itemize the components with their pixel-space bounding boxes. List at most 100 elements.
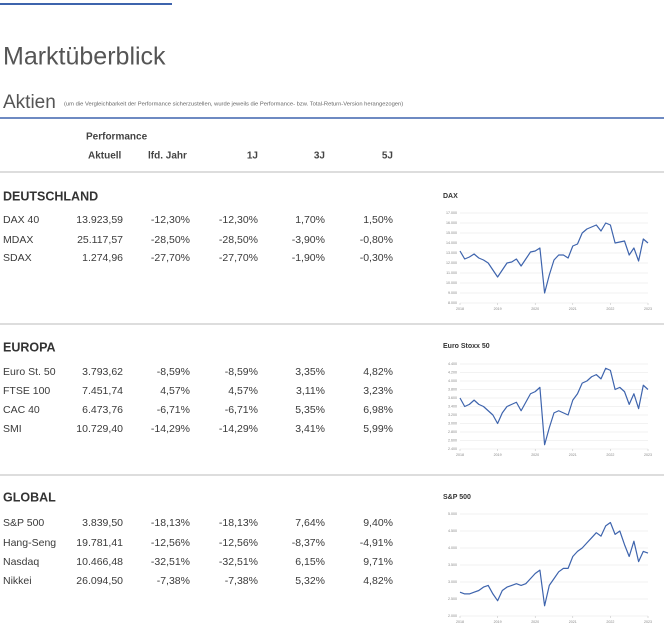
y-tick-label: 8.000 xyxy=(448,301,457,305)
cell: 1.274,96 xyxy=(82,252,123,264)
y-tick-label: 9.000 xyxy=(448,291,457,295)
cell: 19.781,41 xyxy=(76,537,123,549)
cell: -12,56% xyxy=(219,537,258,549)
y-tick-label: 2.600 xyxy=(448,438,457,442)
cell: -12,30% xyxy=(219,214,258,226)
cell: 3,23% xyxy=(363,385,393,397)
y-tick-label: 16.000 xyxy=(446,221,457,225)
cell: -27,70% xyxy=(151,252,190,264)
cell: -1,90% xyxy=(292,252,325,264)
cell: -7,38% xyxy=(225,575,258,587)
cell: -6,71% xyxy=(225,404,258,416)
cell: -18,13% xyxy=(151,517,190,529)
row-name: SMI xyxy=(3,423,22,435)
cell: -8,59% xyxy=(225,366,258,378)
section-title: Aktien xyxy=(3,92,56,113)
group-header: Performance xyxy=(86,132,148,143)
y-tick-label: 4.500 xyxy=(448,529,457,533)
row-name: S&P 500 xyxy=(3,517,44,529)
cell: 3,35% xyxy=(295,366,325,378)
column-header: Aktuell xyxy=(88,151,122,162)
x-tick-label: 2020 xyxy=(531,307,539,311)
cell: 3,41% xyxy=(295,423,325,435)
cell: 4,57% xyxy=(228,385,258,397)
row-name: Hang-Seng xyxy=(3,537,56,549)
y-tick-label: 5.000 xyxy=(448,512,457,516)
y-tick-label: 3.200 xyxy=(448,413,457,417)
column-header: 3J xyxy=(314,151,325,162)
cell: -8,37% xyxy=(292,537,325,549)
x-tick-label: 2019 xyxy=(494,620,502,624)
note: (um die Vergleichbarkeit der Performance… xyxy=(64,102,403,108)
y-tick-label: 4.000 xyxy=(448,546,457,550)
x-tick-label: 2022 xyxy=(606,620,614,624)
cell: -8,59% xyxy=(157,366,190,378)
x-tick-label: 2021 xyxy=(569,307,577,311)
y-tick-label: 2.000 xyxy=(448,614,457,618)
cell: 13.923,59 xyxy=(76,214,123,226)
cell: 6.473,76 xyxy=(82,404,123,416)
chart-title: S&P 500 xyxy=(443,494,471,501)
cell: -0,80% xyxy=(360,234,393,246)
y-tick-label: 2.800 xyxy=(448,430,457,434)
line xyxy=(459,521,649,607)
cell: -6,71% xyxy=(157,404,190,416)
y-tick-label: 13.000 xyxy=(446,251,457,255)
row-name: MDAX xyxy=(3,234,33,246)
cell: 4,82% xyxy=(363,366,393,378)
y-tick-label: 4.400 xyxy=(448,362,457,366)
line xyxy=(459,367,649,446)
row-name: Nikkei xyxy=(3,575,32,587)
cell: -32,51% xyxy=(151,556,190,568)
cell: 10.466,48 xyxy=(76,556,123,568)
y-tick-label: 2.400 xyxy=(448,447,457,451)
cell: 5,99% xyxy=(363,423,393,435)
cell: -12,30% xyxy=(151,214,190,226)
x-tick-label: 2023 xyxy=(644,620,652,624)
cell: -3,90% xyxy=(292,234,325,246)
cell: 1,70% xyxy=(295,214,325,226)
y-tick-label: 3.500 xyxy=(448,563,457,567)
x-tick-label: 2022 xyxy=(606,307,614,311)
row-name: Nasdaq xyxy=(3,556,39,568)
cell: 9,40% xyxy=(363,517,393,529)
column-header: lfd. Jahr xyxy=(148,151,187,162)
y-tick-label: 3.000 xyxy=(448,580,457,584)
cell: -32,51% xyxy=(219,556,258,568)
cell: 3,11% xyxy=(296,385,325,397)
y-tick-label: 12.000 xyxy=(446,261,457,265)
cell: 5,35% xyxy=(295,404,325,416)
cell: -7,38% xyxy=(157,575,190,587)
cell: -4,91% xyxy=(360,537,393,549)
cell: -12,56% xyxy=(151,537,190,549)
y-tick-label: 10.000 xyxy=(446,281,457,285)
cell: 7,64% xyxy=(295,517,325,529)
row-name: SDAX xyxy=(3,252,32,264)
x-tick-label: 2021 xyxy=(569,453,577,457)
cell: -28,50% xyxy=(151,234,190,246)
x-tick-label: 2020 xyxy=(531,620,539,624)
y-tick-label: 11.000 xyxy=(446,271,457,275)
cell: 5,32% xyxy=(295,575,325,587)
cell: -18,13% xyxy=(219,517,258,529)
y-tick-label: 17.000 xyxy=(446,211,457,215)
x-tick-label: 2023 xyxy=(644,453,652,457)
section-heading: DEUTSCHLAND xyxy=(3,189,98,203)
y-tick-label: 3.600 xyxy=(448,396,457,400)
chart-title: Euro Stoxx 50 xyxy=(443,343,490,350)
x-tick-label: 2019 xyxy=(494,453,502,457)
x-tick-label: 2020 xyxy=(531,453,539,457)
cell: 9,71% xyxy=(363,556,393,568)
cell: 3.793,62 xyxy=(82,366,123,378)
cell: 1,50% xyxy=(363,214,393,226)
y-tick-label: 15.000 xyxy=(446,231,457,235)
y-tick-label: 3.400 xyxy=(448,404,457,408)
section-heading: GLOBAL xyxy=(3,490,56,504)
cell: 26.094,50 xyxy=(76,575,123,587)
page-title: Marktüberblick xyxy=(3,43,166,71)
x-tick-label: 2018 xyxy=(456,453,464,457)
y-tick-label: 3.800 xyxy=(448,387,457,391)
cell: 10.729,40 xyxy=(76,423,123,435)
x-tick-label: 2023 xyxy=(644,307,652,311)
